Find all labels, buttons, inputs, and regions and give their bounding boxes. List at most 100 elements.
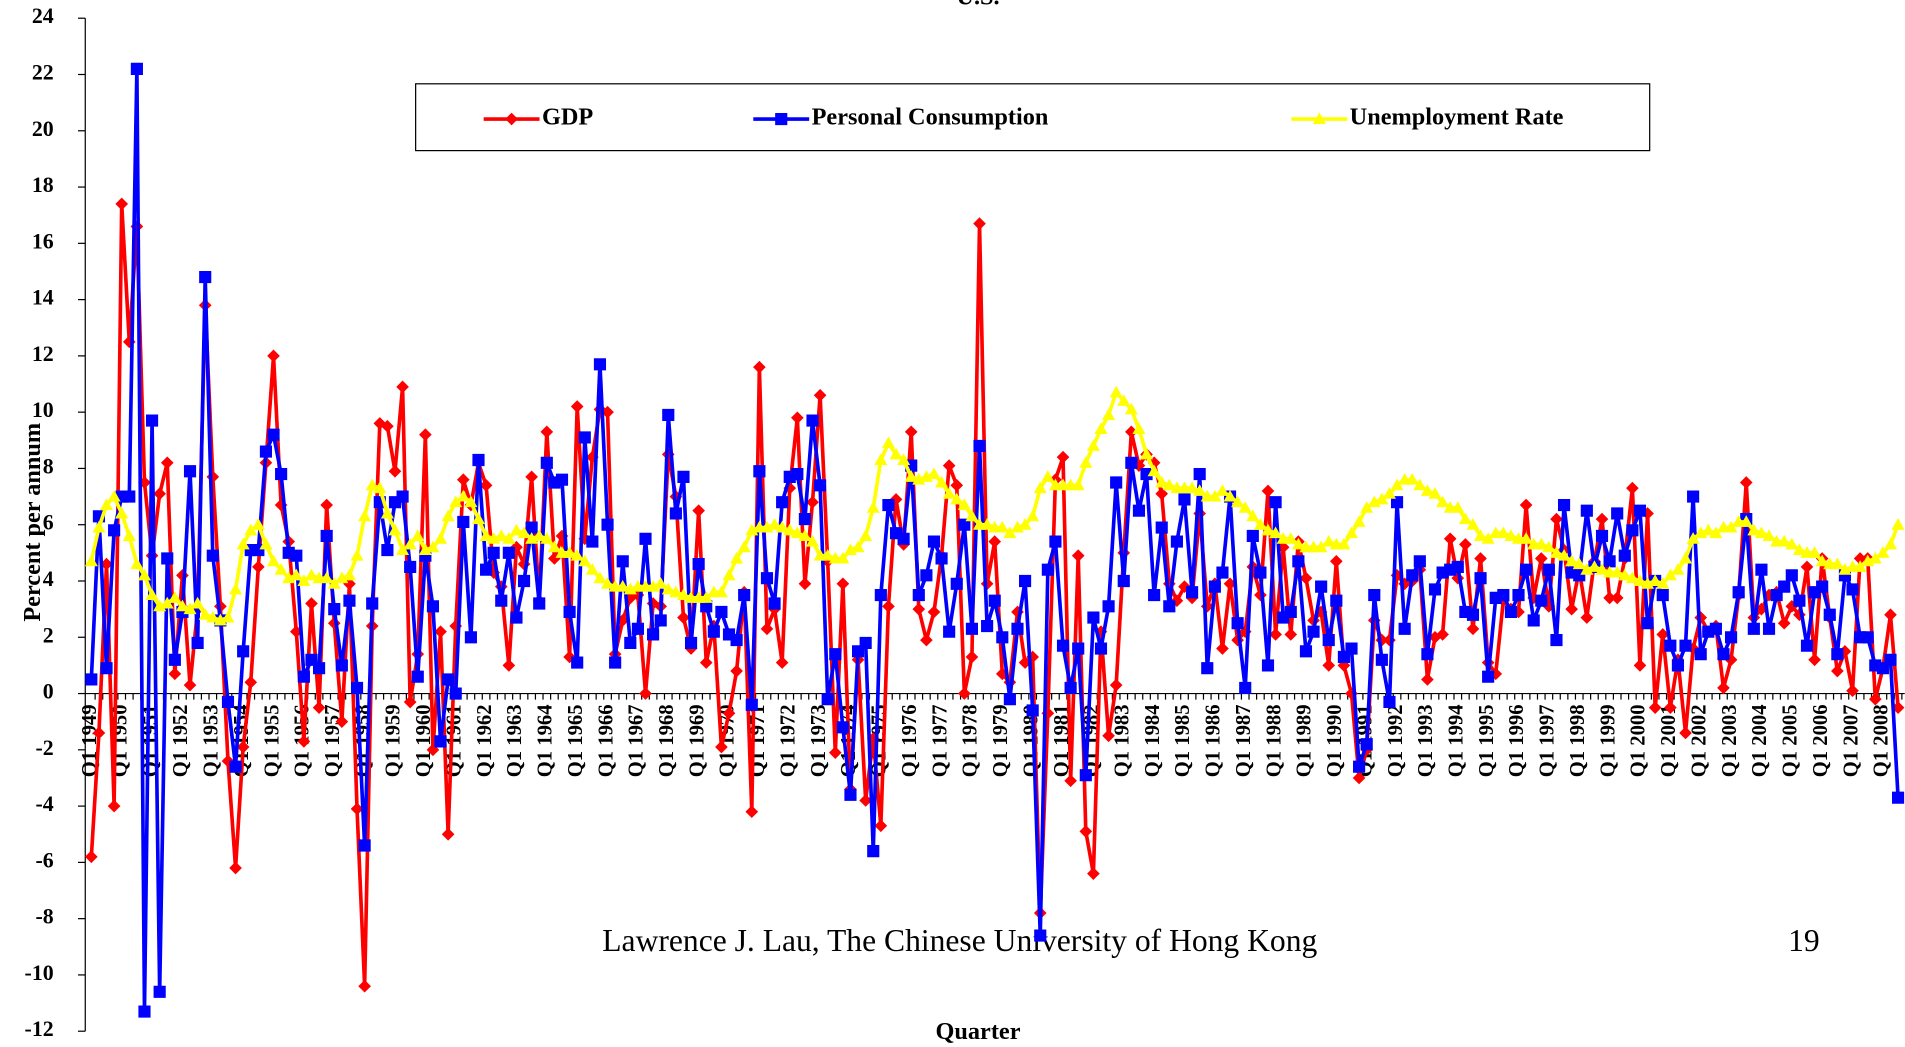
marker	[472, 453, 485, 467]
marker	[456, 473, 470, 487]
marker	[1216, 642, 1229, 655]
marker	[1421, 648, 1434, 661]
marker	[168, 653, 181, 666]
x-tick-label: Q1 1960	[413, 704, 435, 777]
marker	[707, 585, 721, 598]
marker	[1519, 498, 1533, 512]
marker	[1132, 504, 1146, 517]
marker	[1458, 512, 1472, 525]
marker	[1595, 512, 1609, 526]
marker	[866, 501, 880, 513]
marker	[1056, 450, 1070, 464]
marker	[738, 588, 751, 602]
marker	[798, 529, 812, 541]
x-tick-label: Q1 2005	[1780, 704, 1802, 777]
marker	[1261, 523, 1275, 536]
marker	[1618, 568, 1632, 581]
x-tick-label: Q1 1992	[1385, 704, 1407, 777]
marker	[495, 594, 508, 607]
marker	[1049, 535, 1062, 548]
marker	[1086, 439, 1100, 451]
marker	[1451, 560, 1464, 573]
marker	[1064, 478, 1078, 491]
marker	[1648, 701, 1662, 714]
marker	[783, 523, 797, 536]
marker	[1186, 586, 1199, 599]
marker	[1823, 608, 1836, 621]
marker	[479, 529, 493, 541]
marker	[1853, 560, 1867, 572]
marker	[502, 659, 516, 672]
x-tick-label: Q1 2003	[1719, 704, 1741, 777]
marker	[380, 506, 394, 519]
marker	[752, 520, 766, 533]
marker	[1610, 591, 1624, 605]
marker	[1466, 622, 1480, 636]
marker	[137, 568, 151, 581]
x-tick-label: Q1 2000	[1628, 704, 1650, 777]
marker	[1398, 472, 1412, 485]
marker	[1329, 537, 1343, 550]
marker	[1565, 554, 1579, 567]
marker	[753, 360, 766, 374]
marker	[1732, 586, 1745, 599]
marker	[403, 537, 417, 550]
marker	[1307, 540, 1321, 553]
marker	[912, 588, 925, 602]
marker	[973, 517, 987, 530]
marker	[426, 600, 440, 613]
marker	[1406, 569, 1419, 582]
marker	[1496, 526, 1510, 539]
marker	[540, 532, 554, 544]
marker	[1178, 493, 1191, 506]
marker	[1239, 681, 1252, 694]
marker	[1489, 526, 1503, 539]
marker	[1155, 487, 1169, 501]
marker	[92, 726, 106, 740]
marker	[1883, 537, 1897, 550]
marker	[1094, 422, 1108, 435]
marker	[1504, 605, 1517, 619]
marker	[775, 520, 789, 533]
marker	[722, 568, 736, 581]
marker	[1603, 555, 1616, 568]
marker	[927, 535, 941, 548]
marker	[221, 610, 235, 623]
marker	[1535, 594, 1548, 607]
y-tick-label: -2	[35, 736, 53, 760]
marker	[297, 670, 310, 683]
marker	[821, 693, 834, 706]
marker	[274, 563, 288, 575]
marker	[555, 473, 569, 486]
marker	[1177, 481, 1191, 494]
marker	[411, 670, 424, 683]
marker	[1694, 648, 1707, 661]
marker	[1671, 659, 1685, 672]
marker	[943, 625, 956, 638]
x-tick-label: Q1 1981	[1051, 704, 1073, 777]
marker	[1079, 456, 1093, 468]
marker	[844, 788, 857, 801]
y-tick-label: 2	[43, 623, 54, 647]
marker	[1527, 614, 1540, 627]
x-tick-label: Q1 1979	[990, 704, 1012, 777]
x-tick-label: Q1 2004	[1749, 704, 1771, 777]
marker	[1124, 402, 1138, 415]
marker	[859, 529, 873, 541]
marker	[965, 650, 979, 664]
marker	[479, 478, 493, 492]
marker	[1360, 738, 1373, 751]
marker	[312, 571, 326, 584]
marker	[517, 526, 531, 539]
marker	[601, 518, 614, 531]
marker	[1815, 554, 1829, 567]
marker	[1003, 526, 1017, 539]
marker	[1724, 520, 1738, 533]
marker	[1238, 501, 1252, 513]
marker	[464, 631, 477, 644]
marker	[153, 487, 166, 501]
x-tick-label: Q1 1977	[929, 704, 951, 777]
legend-label: Unemployment Rate	[1350, 104, 1564, 131]
y-tick-label: 16	[32, 229, 54, 253]
marker	[957, 498, 971, 510]
